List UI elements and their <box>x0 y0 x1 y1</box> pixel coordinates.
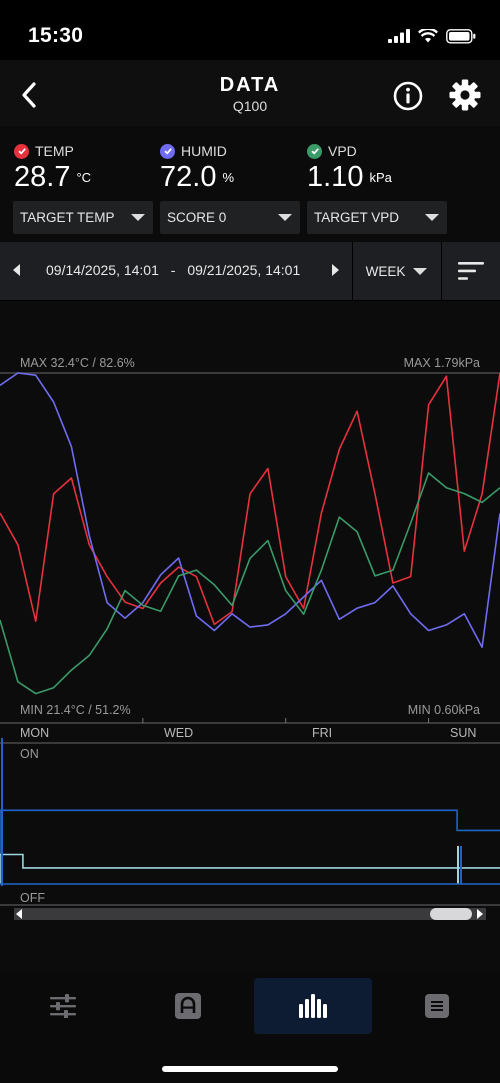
day-label-mon: MON <box>20 726 50 740</box>
device-state-line-1 <box>0 853 500 884</box>
nav-controls[interactable] <box>4 978 122 1034</box>
list-icon <box>425 994 449 1018</box>
signal-icon <box>388 29 410 43</box>
gear-icon[interactable] <box>448 78 482 112</box>
humid-check-icon[interactable] <box>160 143 175 159</box>
date-start: 09/14/2025, 14:01 <box>46 262 159 278</box>
nav-device[interactable] <box>129 978 247 1034</box>
device-icon <box>175 993 201 1019</box>
humid-label: HUMID <box>181 143 227 159</box>
app-header <box>0 60 500 126</box>
period-dropdown[interactable]: WEEK <box>352 242 440 300</box>
date-range-text: 09/14/2025, 14:01 - 09/21/2025, 14:01 <box>46 262 300 278</box>
chart-max-vpd-label: MAX 1.79kPa <box>403 356 480 370</box>
score-dropdown[interactable]: SCORE 0 <box>160 201 300 234</box>
humid-value: 72.0 <box>160 161 217 193</box>
bottom-nav <box>0 971 500 1083</box>
chevron-down-icon <box>131 214 145 221</box>
sort-icon <box>458 262 484 280</box>
date-prev-icon[interactable] <box>10 262 24 278</box>
device-state-line-0 <box>0 809 500 884</box>
device-off-label: OFF <box>20 891 45 905</box>
vpd-unit: kPa <box>369 170 392 185</box>
sensor-line-chart[interactable] <box>0 301 500 921</box>
period-label: WEEK <box>365 263 406 279</box>
sort-button[interactable] <box>441 242 500 300</box>
target-temp-label: TARGET TEMP <box>20 210 115 225</box>
nav-logs[interactable] <box>378 978 496 1034</box>
temp-series-line <box>0 372 500 626</box>
day-label-wed: WED <box>164 726 194 740</box>
day-label-sun: SUN <box>450 726 477 740</box>
status-time: 15:30 <box>28 24 84 47</box>
scrollbar-thumb[interactable] <box>430 908 472 920</box>
chart-min-vpd-label: MIN 0.60kPa <box>407 703 480 717</box>
day-label-fri: FRI <box>312 726 333 740</box>
device-subtitle: Q100 <box>232 98 268 114</box>
vpd-check-icon[interactable] <box>307 143 322 159</box>
scroll-left-icon[interactable] <box>14 908 24 920</box>
temp-value: 28.7 <box>14 161 71 193</box>
temp-reading[interactable]: TEMP 28.7 °C <box>14 143 91 194</box>
chart-min-label: MIN 21.4°C / 51.2% <box>20 703 131 717</box>
vpd-value: 1.10 <box>307 161 364 193</box>
chart-area <box>0 301 500 971</box>
temp-check-icon[interactable] <box>14 143 29 159</box>
date-end: 09/21/2025, 14:01 <box>187 262 301 278</box>
wifi-icon <box>418 29 438 43</box>
page-title: DATA <box>219 74 281 96</box>
vpd-series-line <box>0 472 500 695</box>
temp-unit: °C <box>76 170 92 185</box>
back-button[interactable] <box>14 78 46 112</box>
vpd-reading[interactable]: VPD 1.10 kPa <box>307 143 392 194</box>
home-indicator <box>162 1066 338 1072</box>
score-label: SCORE 0 <box>167 210 227 225</box>
device-on-label: ON <box>20 747 39 761</box>
bar-chart-icon <box>299 994 327 1018</box>
chevron-down-icon <box>425 214 439 221</box>
nav-data[interactable] <box>254 978 372 1034</box>
humid-reading[interactable]: HUMID 72.0% <box>160 143 234 194</box>
sliders-icon <box>50 994 76 1018</box>
chevron-down-icon <box>413 267 428 275</box>
scroll-right-icon[interactable] <box>475 908 485 920</box>
target-vpd-label: TARGET VPD <box>314 210 400 225</box>
date-separator: - <box>170 262 176 278</box>
info-icon[interactable] <box>392 80 424 112</box>
chart-max-label: MAX 32.4°C / 82.6% <box>20 356 135 370</box>
chart-scrollbar[interactable] <box>14 908 486 920</box>
target-vpd-dropdown[interactable]: TARGET VPD <box>307 201 447 234</box>
chevron-down-icon <box>278 214 292 221</box>
vpd-label: VPD <box>328 143 357 159</box>
battery-icon <box>446 28 476 44</box>
date-next-icon[interactable] <box>328 262 342 278</box>
temp-label: TEMP <box>35 143 74 159</box>
humid-series-line <box>0 372 500 649</box>
target-temp-dropdown[interactable]: TARGET TEMP <box>13 201 153 234</box>
status-icons <box>388 26 476 46</box>
humid-unit: % <box>222 170 235 185</box>
